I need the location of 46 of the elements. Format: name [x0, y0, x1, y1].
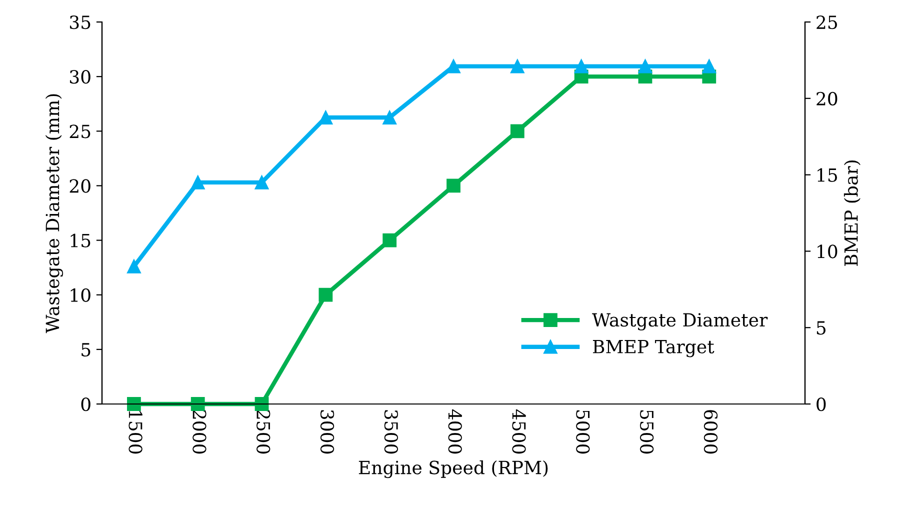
- point: [127, 397, 141, 411]
- point: [190, 397, 205, 411]
- y2-tick-label: 20: [816, 92, 838, 106]
- y-tick-label: 25: [70, 124, 90, 138]
- point: [382, 233, 397, 248]
- x-tick-label: 4000: [448, 409, 462, 454]
- y-tick-label: 0: [81, 397, 90, 412]
- x-tick-label: 6000: [704, 410, 718, 454]
- point: [446, 178, 460, 193]
- y-tick-label: 30: [70, 70, 90, 84]
- y-tick-label: 10: [70, 288, 90, 302]
- y2-tick-label: 5: [816, 321, 826, 335]
- x-axis-title: Engine Speed (RPM): [358, 460, 548, 478]
- x-tick-label: 4500: [512, 409, 526, 454]
- x-tick-label: 2000: [192, 410, 206, 454]
- y2-tick-label: 25: [816, 15, 837, 30]
- y2-tick-label: 0: [816, 397, 826, 412]
- x-tick-label: 2500: [256, 410, 270, 454]
- point: [318, 110, 333, 124]
- point: [254, 175, 269, 190]
- point: [190, 175, 205, 190]
- y-tick-label: 20: [70, 179, 90, 193]
- x-tick-label: 5500: [640, 410, 654, 454]
- point: [127, 260, 141, 274]
- y-tick-label: 35: [70, 15, 90, 30]
- point: [510, 124, 524, 138]
- x-tick-label: 5000: [576, 410, 590, 454]
- point: [702, 59, 716, 74]
- legend-label: Wastgate Diameter: [592, 313, 768, 330]
- legend-label: BMEP Target: [592, 340, 714, 358]
- point: [382, 110, 397, 124]
- y-tick-label: 5: [82, 343, 90, 357]
- y2-axis-title: BMEP (bar): [844, 160, 860, 266]
- y-tick-label: 15: [70, 234, 90, 248]
- point: [446, 59, 460, 74]
- y2-tick-label: 15: [818, 168, 837, 182]
- x-tick-label: 3500: [384, 410, 398, 454]
- point: [254, 397, 269, 411]
- x-tick-label: 3000: [320, 410, 334, 454]
- point: [574, 59, 588, 74]
- point: [318, 288, 333, 302]
- point: [510, 59, 524, 74]
- point: [638, 59, 652, 74]
- y-axis-title: Wastegate Diameter (mm): [45, 94, 64, 334]
- x-tick-label: 1500: [128, 411, 142, 454]
- y2-tick-label: 10: [818, 244, 838, 258]
